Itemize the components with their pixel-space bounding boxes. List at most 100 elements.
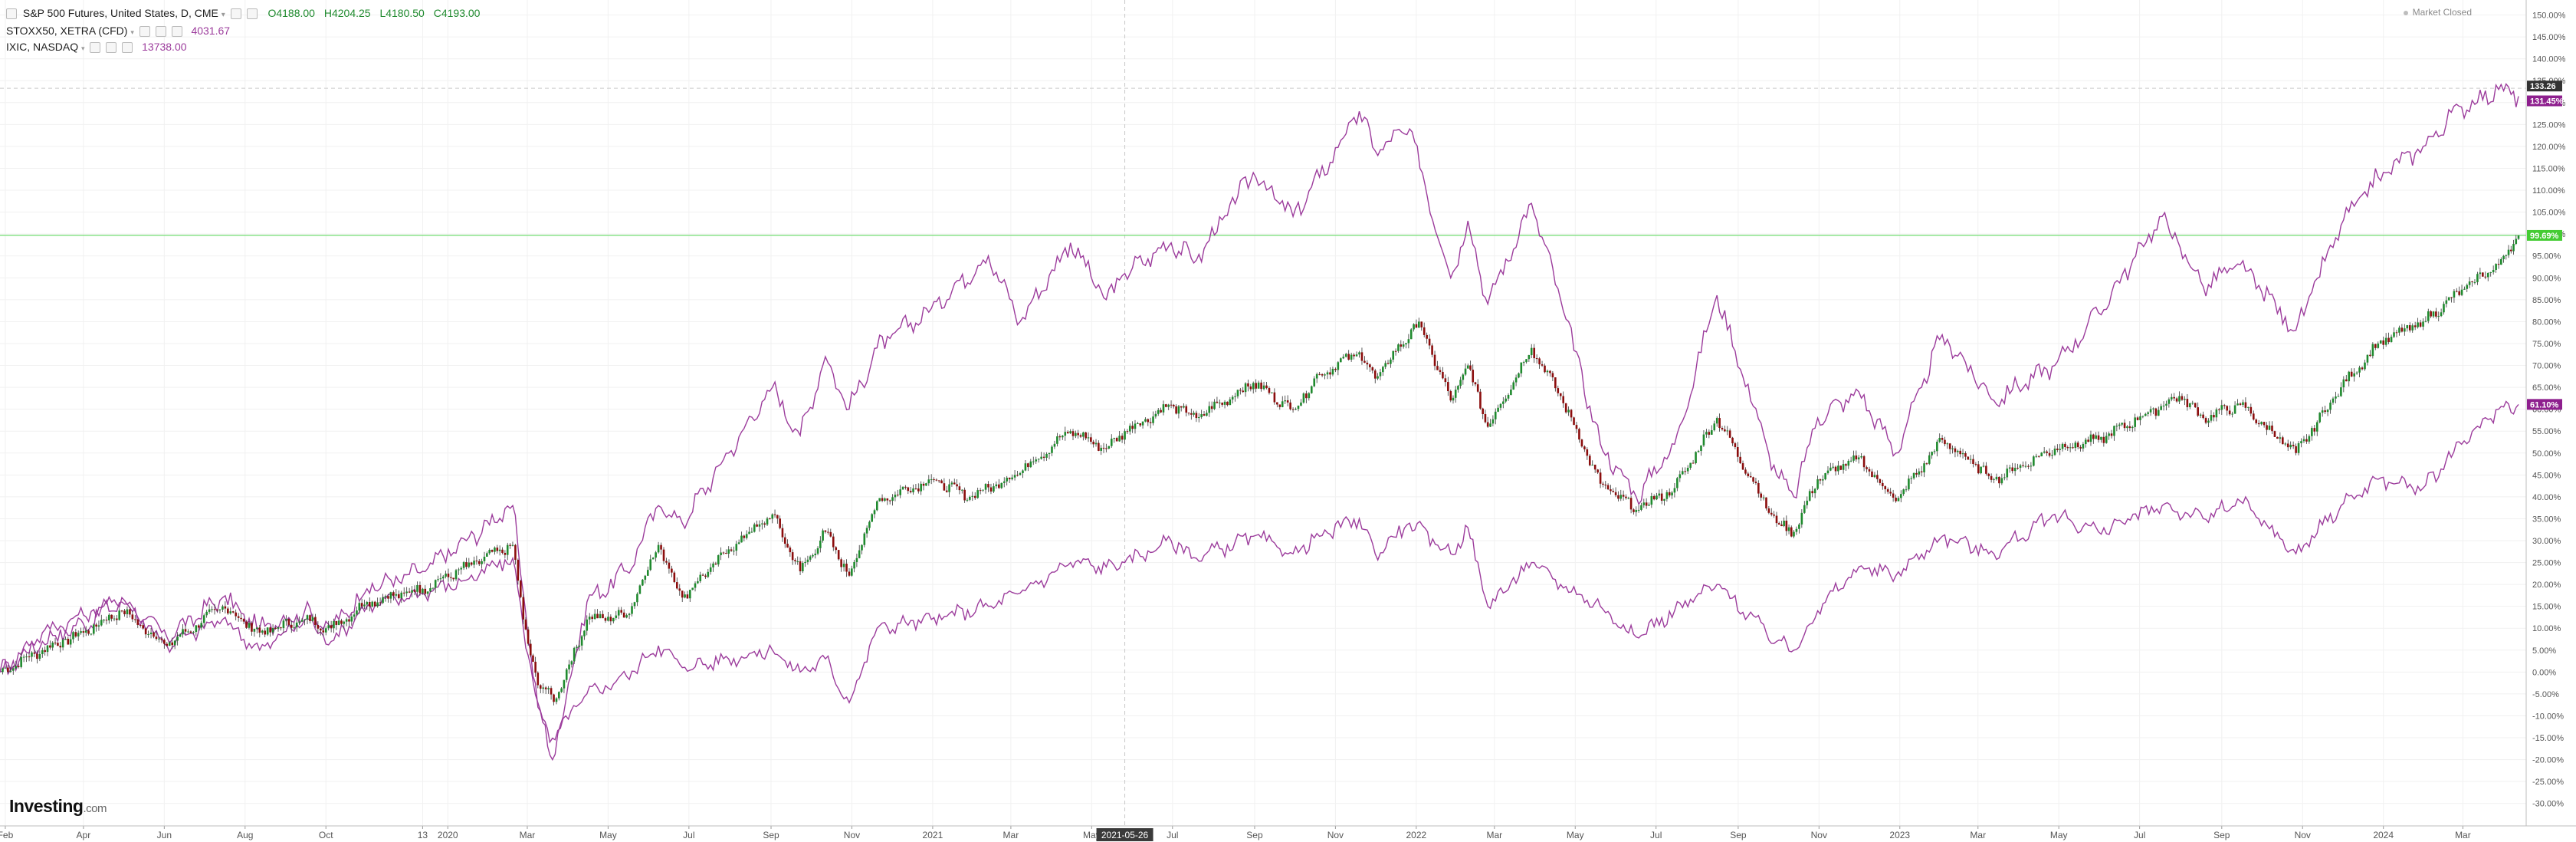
candle-body	[697, 581, 699, 584]
candle-body	[675, 582, 678, 589]
candle-body	[1087, 437, 1090, 439]
candle-body	[2463, 288, 2466, 290]
candle-body	[899, 489, 901, 495]
candle-body	[1969, 459, 1972, 460]
candle-body	[1946, 443, 1949, 445]
candle-body	[2292, 445, 2295, 446]
candle-body	[914, 488, 917, 489]
candle-body	[1721, 427, 1724, 429]
x-tick-label: Oct	[319, 830, 333, 840]
eye-icon[interactable]	[246, 8, 258, 20]
candle-body	[638, 585, 642, 594]
chevron-down-icon[interactable]: ▾	[221, 11, 225, 19]
candle-body	[1819, 479, 1822, 481]
eye-icon[interactable]	[106, 42, 117, 54]
close-icon[interactable]	[122, 42, 133, 54]
candle-body	[2084, 439, 2087, 445]
collapse-legend-icon[interactable]	[6, 8, 17, 20]
candle-body	[881, 498, 884, 501]
x-tick-label: 2020	[438, 830, 458, 840]
candle-body	[1321, 373, 1324, 376]
candle-body	[1053, 443, 1056, 447]
chevron-down-icon[interactable]: ▾	[81, 44, 85, 52]
candle-body	[2197, 407, 2199, 416]
candle-body	[532, 655, 534, 662]
candle-body	[888, 500, 891, 502]
candle-body	[1281, 401, 1284, 407]
candle-body	[129, 609, 131, 615]
candle-body	[2006, 469, 2009, 478]
candle-body	[1027, 463, 1029, 468]
candle-body	[1000, 482, 1003, 488]
candle-body	[1936, 441, 1938, 452]
candle-body	[1491, 419, 1495, 424]
y-tick-label: 95.00%	[2532, 252, 2561, 261]
candle-body	[1538, 358, 1541, 365]
candle-body	[593, 613, 596, 620]
series-line-compare-1	[0, 83, 2519, 761]
candle-body	[1780, 525, 1783, 527]
candle-body	[2, 668, 4, 673]
candle-body	[2268, 425, 2271, 430]
candle-body	[1832, 466, 1834, 468]
candle-body	[452, 577, 454, 580]
candle-body	[271, 627, 274, 633]
settings-icon[interactable]	[90, 42, 101, 54]
candle-body	[953, 482, 956, 485]
candle-body	[979, 490, 982, 492]
candle-body	[144, 628, 147, 635]
candle-body	[447, 574, 450, 577]
settings-icon[interactable]	[139, 26, 150, 38]
close-icon[interactable]	[171, 26, 182, 38]
candle-body	[38, 654, 41, 659]
candle-body	[2484, 276, 2487, 278]
last-value-text: 133.26	[2530, 82, 2556, 91]
candle-body	[2123, 423, 2126, 429]
candle-body	[1502, 401, 1505, 404]
eye-icon[interactable]	[155, 26, 166, 38]
candle-body	[242, 619, 245, 622]
candle-body	[481, 561, 483, 564]
candle-body	[1564, 403, 1567, 413]
candle-body	[1629, 498, 1633, 510]
candle-body	[1982, 465, 1985, 467]
candle-body	[2279, 437, 2282, 439]
candle-body	[1439, 370, 1442, 372]
y-tick-label: 105.00%	[2532, 209, 2566, 218]
candle-body	[439, 578, 442, 580]
y-tick-label: -15.00%	[2532, 734, 2564, 743]
candle-body	[1040, 456, 1042, 459]
candle-body	[1656, 495, 1658, 500]
x-tick-label: 2021	[923, 830, 943, 840]
candle-body	[1637, 509, 1640, 511]
candle-body	[1767, 508, 1770, 513]
candle-body	[200, 623, 203, 628]
candle-body	[1902, 489, 1905, 495]
candle-body	[1121, 436, 1124, 440]
candle-body	[2102, 436, 2105, 443]
x-tick-label: 13	[418, 830, 428, 840]
candle-body	[1775, 515, 1778, 524]
candle-body	[1257, 382, 1260, 389]
chevron-down-icon[interactable]: ▾	[130, 28, 134, 36]
candle-body	[2468, 281, 2471, 285]
y-tick-label: 50.00%	[2532, 449, 2561, 459]
candle-body	[168, 642, 171, 646]
candle-body	[1486, 422, 1489, 427]
candle-body	[1051, 446, 1053, 453]
candle-body	[636, 594, 638, 603]
candle-body	[1692, 462, 1695, 464]
candle-body	[1124, 431, 1126, 440]
candle-body	[2033, 456, 2035, 466]
candle-body	[1806, 500, 1809, 505]
candle-body	[2087, 439, 2089, 442]
candle-body	[591, 617, 593, 620]
candle-body	[1141, 421, 1144, 426]
candle-body	[2128, 426, 2131, 429]
settings-icon[interactable]	[230, 8, 241, 20]
candle-body	[907, 487, 910, 492]
candle-body	[160, 638, 163, 640]
candle-body	[835, 547, 838, 551]
candle-body	[2369, 354, 2371, 357]
